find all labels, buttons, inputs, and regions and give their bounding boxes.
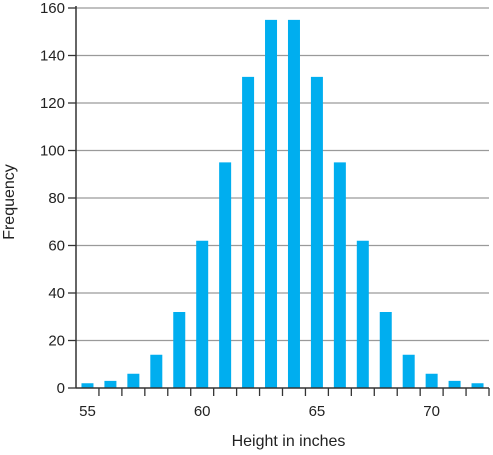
ticks: 0 20 40 60 80 100 120 140 160 55 60 65 70 xyxy=(40,0,490,420)
bar xyxy=(471,383,484,388)
y-tick-label: 80 xyxy=(48,190,65,207)
x-tick-label: 70 xyxy=(423,403,440,420)
bar xyxy=(265,19,278,388)
x-tick-label: 55 xyxy=(79,403,96,420)
bar xyxy=(242,76,255,388)
bar xyxy=(104,380,117,388)
bar xyxy=(333,162,346,388)
y-axis-title: Frequency xyxy=(1,164,18,240)
axes xyxy=(75,6,489,389)
bar xyxy=(219,162,232,388)
y-tick-label: 160 xyxy=(40,0,65,17)
x-tick-label: 65 xyxy=(309,403,326,420)
bar xyxy=(173,312,186,388)
y-tick-label: 120 xyxy=(40,95,65,112)
bar xyxy=(356,240,369,388)
y-tick-label: 40 xyxy=(48,285,65,302)
bar xyxy=(287,19,300,388)
bar xyxy=(310,76,323,388)
y-tick-label: 140 xyxy=(40,48,65,65)
y-tick-label: 60 xyxy=(48,238,65,255)
bar xyxy=(81,383,94,388)
x-axis-title: Height in inches xyxy=(232,433,346,450)
bars xyxy=(81,19,484,388)
y-tick-label: 100 xyxy=(40,143,65,160)
bar xyxy=(425,373,438,388)
bar xyxy=(196,240,209,388)
bar xyxy=(150,354,163,388)
bar xyxy=(127,373,140,388)
y-tick-label: 20 xyxy=(48,333,65,350)
bar xyxy=(402,354,415,388)
y-tick-label: 0 xyxy=(57,380,65,397)
gridlines xyxy=(76,7,489,342)
bar xyxy=(448,380,461,388)
x-tick-label: 60 xyxy=(194,403,211,420)
bar xyxy=(379,312,392,388)
